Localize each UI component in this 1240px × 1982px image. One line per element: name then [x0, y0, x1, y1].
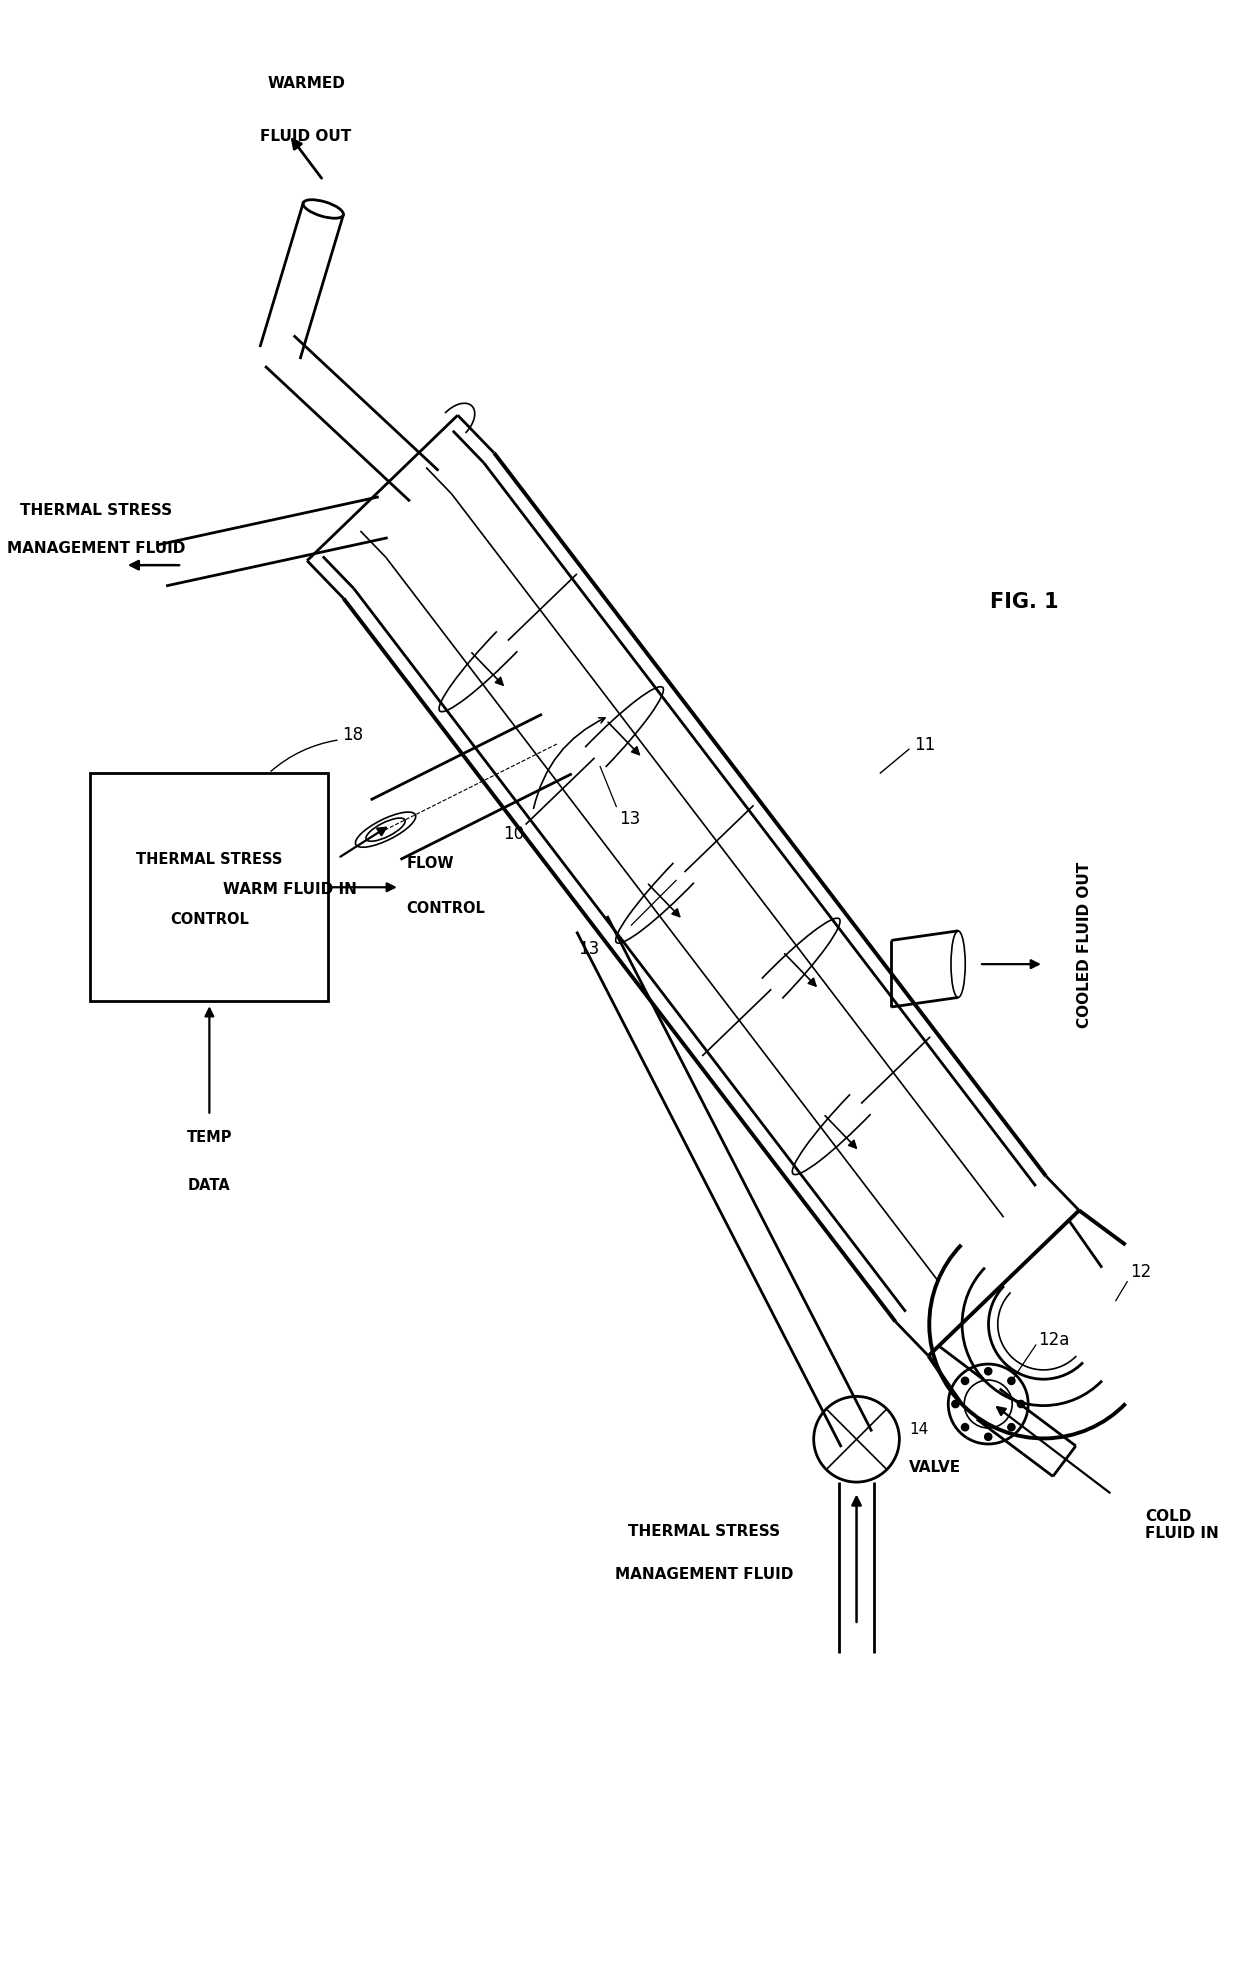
Text: DATA: DATA: [188, 1177, 231, 1193]
Text: VALVE: VALVE: [909, 1461, 961, 1475]
Text: COLD
FLUID IN: COLD FLUID IN: [1146, 1508, 1219, 1542]
Text: WARM FLUID IN: WARM FLUID IN: [223, 882, 357, 898]
Text: WARMED: WARMED: [267, 75, 345, 91]
Circle shape: [985, 1368, 992, 1376]
Text: 12: 12: [1130, 1263, 1151, 1280]
Text: THERMAL STRESS: THERMAL STRESS: [20, 503, 172, 517]
Text: THERMAL STRESS: THERMAL STRESS: [136, 852, 283, 868]
Circle shape: [952, 1401, 959, 1407]
Text: CONTROL: CONTROL: [170, 912, 249, 928]
Circle shape: [961, 1423, 968, 1431]
Text: MANAGEMENT FLUID: MANAGEMENT FLUID: [615, 1568, 794, 1582]
Text: FLOW: FLOW: [407, 856, 454, 870]
Text: FLUID OUT: FLUID OUT: [260, 129, 352, 145]
Text: CONTROL: CONTROL: [407, 900, 485, 916]
Text: 13: 13: [578, 939, 599, 957]
Circle shape: [1017, 1401, 1024, 1407]
Text: 18: 18: [342, 725, 363, 743]
Text: THERMAL STRESS: THERMAL STRESS: [629, 1524, 780, 1540]
Circle shape: [1008, 1423, 1016, 1431]
Text: MANAGEMENT FLUID: MANAGEMENT FLUID: [7, 541, 186, 555]
Text: 12a: 12a: [1038, 1332, 1069, 1350]
Text: 11: 11: [914, 735, 935, 753]
Bar: [91, 773, 329, 1001]
Text: FIG. 1: FIG. 1: [990, 593, 1059, 612]
Text: 14: 14: [909, 1423, 928, 1437]
Text: 13: 13: [619, 811, 640, 828]
Text: COOLED FLUID OUT: COOLED FLUID OUT: [1078, 862, 1092, 1029]
Text: TEMP: TEMP: [187, 1130, 232, 1146]
Circle shape: [961, 1377, 968, 1385]
Circle shape: [1008, 1377, 1016, 1385]
Text: 10: 10: [503, 825, 525, 844]
Circle shape: [985, 1433, 992, 1441]
